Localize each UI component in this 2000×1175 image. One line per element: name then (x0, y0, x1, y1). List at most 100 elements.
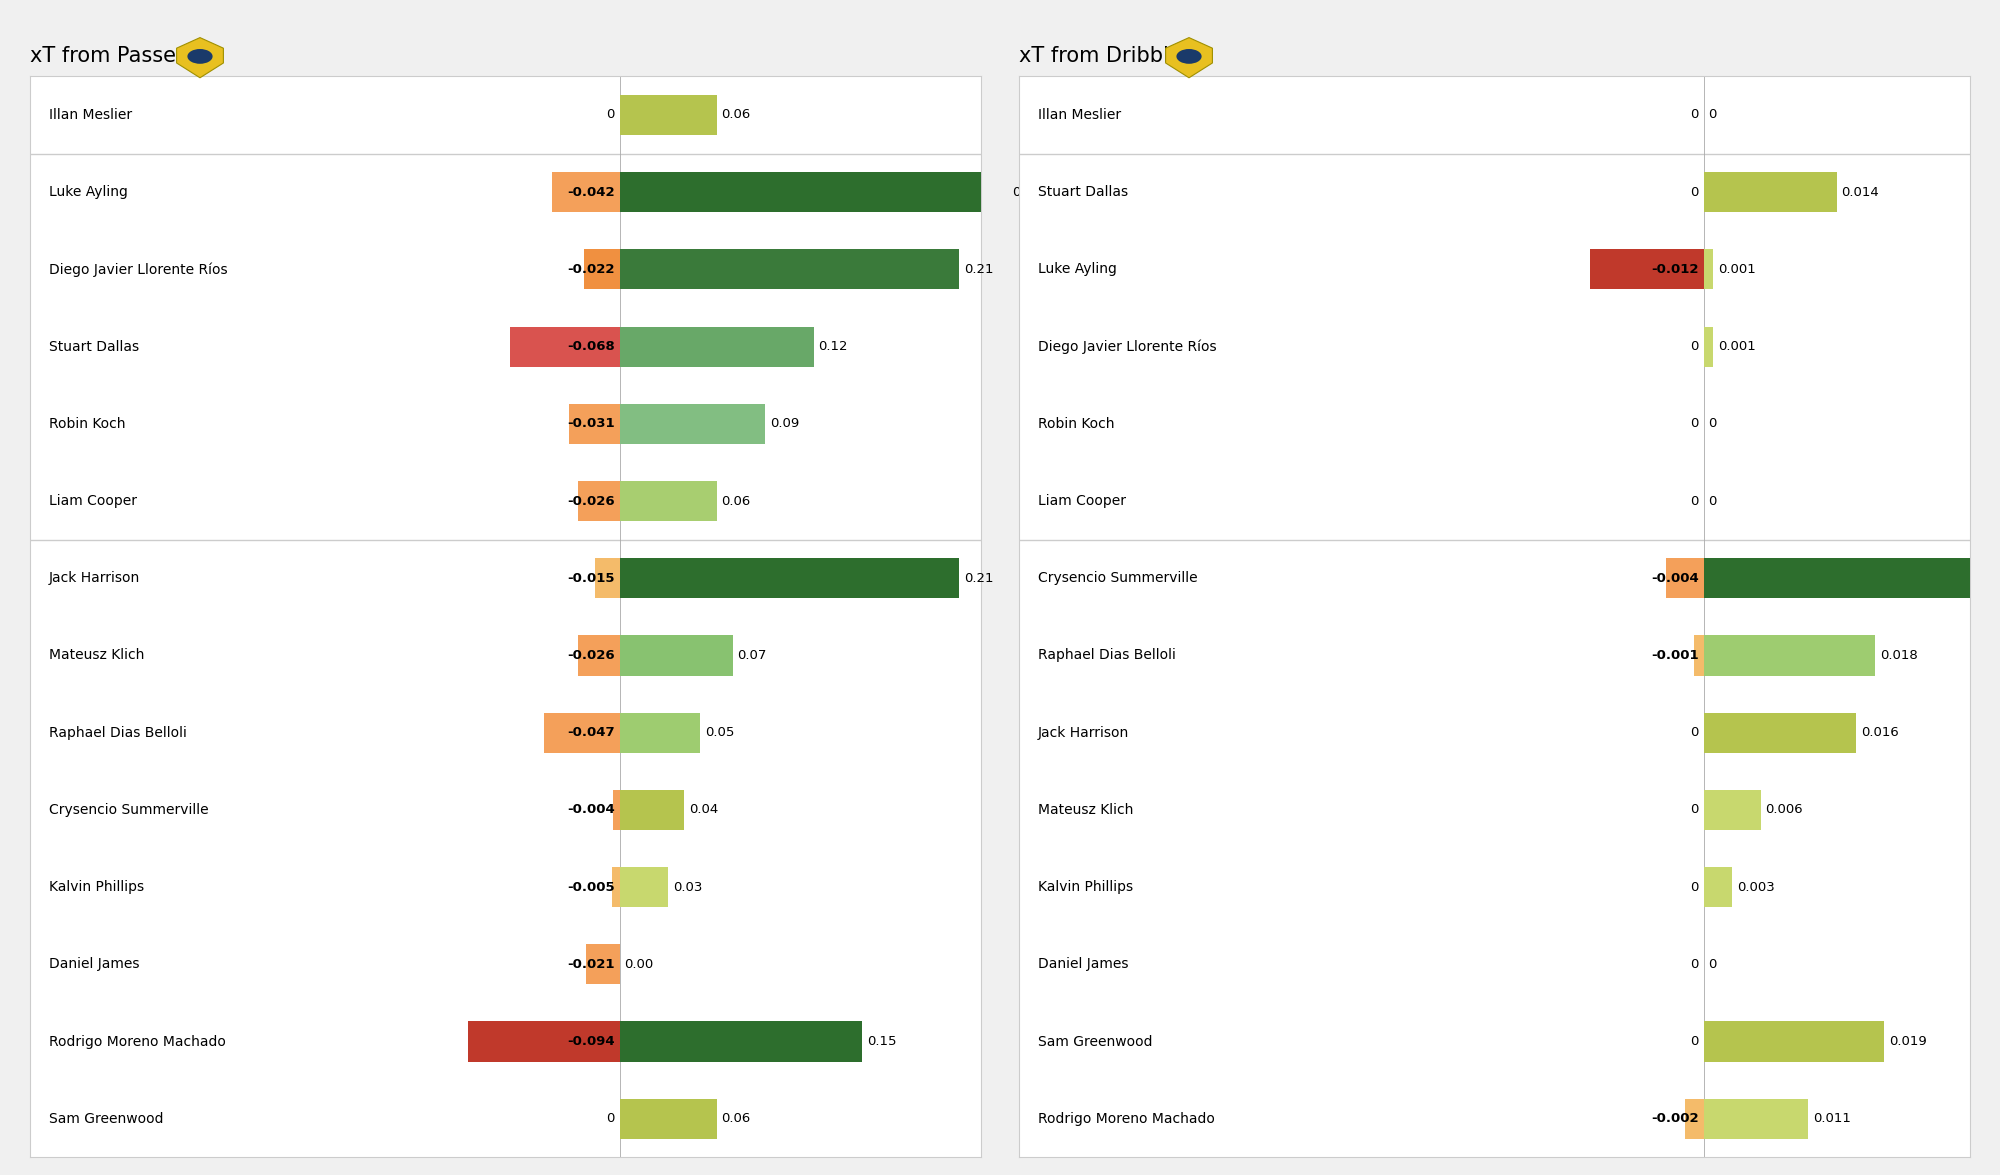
Text: Crysencio Summerville: Crysencio Summerville (1038, 571, 1198, 585)
Text: -0.026: -0.026 (568, 495, 614, 508)
Text: Rodrigo Moreno Machado: Rodrigo Moreno Machado (50, 1034, 226, 1048)
Text: Jack Harrison: Jack Harrison (50, 571, 140, 585)
Bar (1666, 558, 1704, 598)
Text: Daniel James: Daniel James (1038, 958, 1128, 972)
Text: -0.047: -0.047 (568, 726, 614, 739)
Bar (614, 790, 620, 830)
Bar (620, 636, 732, 676)
Bar (510, 327, 620, 367)
Text: 0.21: 0.21 (964, 572, 994, 585)
Bar (1694, 636, 1704, 676)
Bar (620, 790, 684, 830)
Bar (620, 867, 668, 907)
Text: Robin Koch: Robin Koch (50, 417, 126, 431)
Text: 0.006: 0.006 (1766, 804, 1804, 817)
Text: 0.21: 0.21 (964, 263, 994, 276)
Text: 0.003: 0.003 (1738, 880, 1774, 894)
Text: Mateusz Klich: Mateusz Klich (1038, 803, 1134, 817)
Bar (578, 636, 620, 676)
Text: -0.042: -0.042 (568, 186, 614, 199)
Text: Raphael Dias Belloli: Raphael Dias Belloli (50, 726, 186, 740)
Text: 0.016: 0.016 (1860, 726, 1898, 739)
Text: 0: 0 (1690, 417, 1698, 430)
Text: 0: 0 (1690, 804, 1698, 817)
Text: 0.06: 0.06 (722, 495, 750, 508)
Text: Daniel James: Daniel James (50, 958, 140, 972)
Text: Luke Ayling: Luke Ayling (1038, 262, 1116, 276)
Text: -0.031: -0.031 (568, 417, 614, 430)
Bar (1704, 558, 2000, 598)
Bar (1704, 636, 1874, 676)
Bar (1704, 327, 1714, 367)
Bar (1704, 172, 1836, 213)
Text: Luke Ayling: Luke Ayling (50, 186, 128, 200)
Text: 0.011: 0.011 (1814, 1113, 1850, 1126)
Text: Stuart Dallas: Stuart Dallas (1038, 186, 1128, 200)
Bar (620, 1099, 716, 1139)
Bar (612, 867, 620, 907)
Text: -0.012: -0.012 (1652, 263, 1698, 276)
Text: 0.07: 0.07 (738, 649, 766, 662)
Text: -0.026: -0.026 (568, 649, 614, 662)
Text: -0.002: -0.002 (1652, 1113, 1698, 1126)
Text: -0.015: -0.015 (568, 572, 614, 585)
Text: Diego Javier Llorente Ríos: Diego Javier Llorente Ríos (1038, 340, 1216, 354)
Bar (620, 1021, 862, 1062)
Bar (1704, 1021, 1884, 1062)
Text: Stuart Dallas: Stuart Dallas (50, 340, 140, 354)
Text: Illan Meslier: Illan Meslier (50, 108, 132, 122)
Bar (468, 1021, 620, 1062)
Bar (620, 712, 700, 753)
Text: xT from Dribbles: xT from Dribbles (1020, 47, 1192, 67)
Text: 0: 0 (1708, 958, 1716, 971)
Text: 0.15: 0.15 (866, 1035, 896, 1048)
Bar (596, 558, 620, 598)
Text: 0: 0 (1690, 495, 1698, 508)
Text: 0: 0 (606, 108, 614, 121)
Text: 0.12: 0.12 (818, 340, 848, 354)
Bar (570, 404, 620, 444)
Text: Kalvin Phillips: Kalvin Phillips (50, 880, 144, 894)
Text: Sam Greenwood: Sam Greenwood (50, 1112, 164, 1126)
Bar (1684, 1099, 1704, 1139)
Text: -0.021: -0.021 (568, 958, 614, 971)
Bar (620, 558, 960, 598)
Bar (1704, 867, 1732, 907)
Text: 0: 0 (1708, 495, 1716, 508)
Bar (620, 172, 1008, 213)
Text: 0: 0 (1708, 417, 1716, 430)
Text: Rodrigo Moreno Machado: Rodrigo Moreno Machado (1038, 1112, 1214, 1126)
Text: 0.00: 0.00 (624, 958, 654, 971)
Bar (1704, 1099, 1808, 1139)
Text: Diego Javier Llorente Ríos: Diego Javier Llorente Ríos (50, 262, 228, 276)
Text: -0.004: -0.004 (568, 804, 614, 817)
Bar (620, 481, 716, 522)
Bar (544, 712, 620, 753)
Text: xT from Passes: xT from Passes (30, 47, 186, 67)
Text: 0: 0 (1708, 108, 1716, 121)
Bar (620, 95, 716, 135)
Text: 0: 0 (1690, 108, 1698, 121)
Text: -0.004: -0.004 (1652, 572, 1698, 585)
Text: 0: 0 (1690, 880, 1698, 894)
Text: 0: 0 (1690, 340, 1698, 354)
Text: Kalvin Phillips: Kalvin Phillips (1038, 880, 1134, 894)
Bar (620, 249, 960, 289)
Text: 0.019: 0.019 (1890, 1035, 1926, 1048)
Text: 0.24: 0.24 (1012, 186, 1042, 199)
Text: 0.09: 0.09 (770, 417, 800, 430)
Text: Raphael Dias Belloli: Raphael Dias Belloli (1038, 649, 1176, 663)
Text: 0.018: 0.018 (1880, 649, 1918, 662)
Text: 0.001: 0.001 (1718, 340, 1756, 354)
Text: 0: 0 (1690, 1035, 1698, 1048)
Text: 0.06: 0.06 (722, 108, 750, 121)
Bar (578, 481, 620, 522)
Text: Crysencio Summerville: Crysencio Summerville (50, 803, 208, 817)
Bar (586, 945, 620, 985)
Bar (620, 404, 766, 444)
Text: Sam Greenwood: Sam Greenwood (1038, 1034, 1152, 1048)
Text: -0.022: -0.022 (568, 263, 614, 276)
Text: Illan Meslier: Illan Meslier (1038, 108, 1122, 122)
Text: 0: 0 (1690, 726, 1698, 739)
Bar (1704, 712, 1856, 753)
